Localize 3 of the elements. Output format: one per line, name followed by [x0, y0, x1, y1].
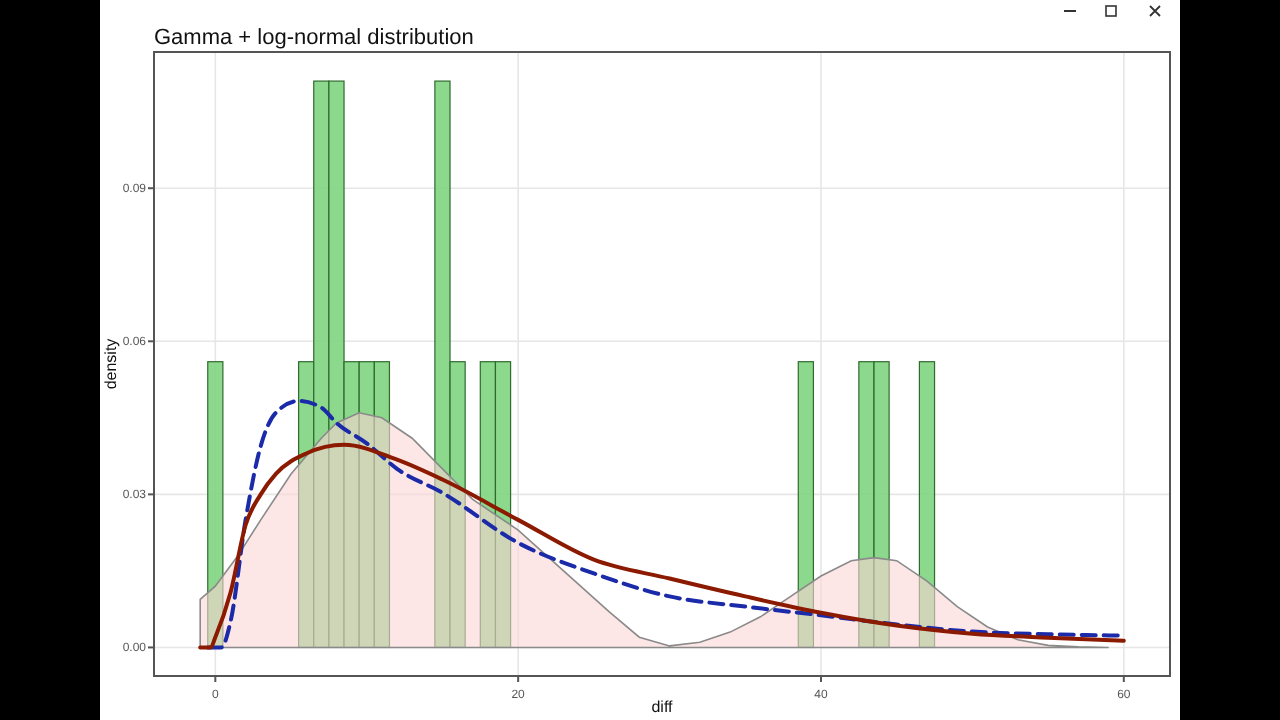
x-axis-title: diff [651, 698, 675, 716]
chart-title: Gamma + log-normal distribution [154, 26, 474, 50]
y-axis-title: density [102, 338, 120, 390]
